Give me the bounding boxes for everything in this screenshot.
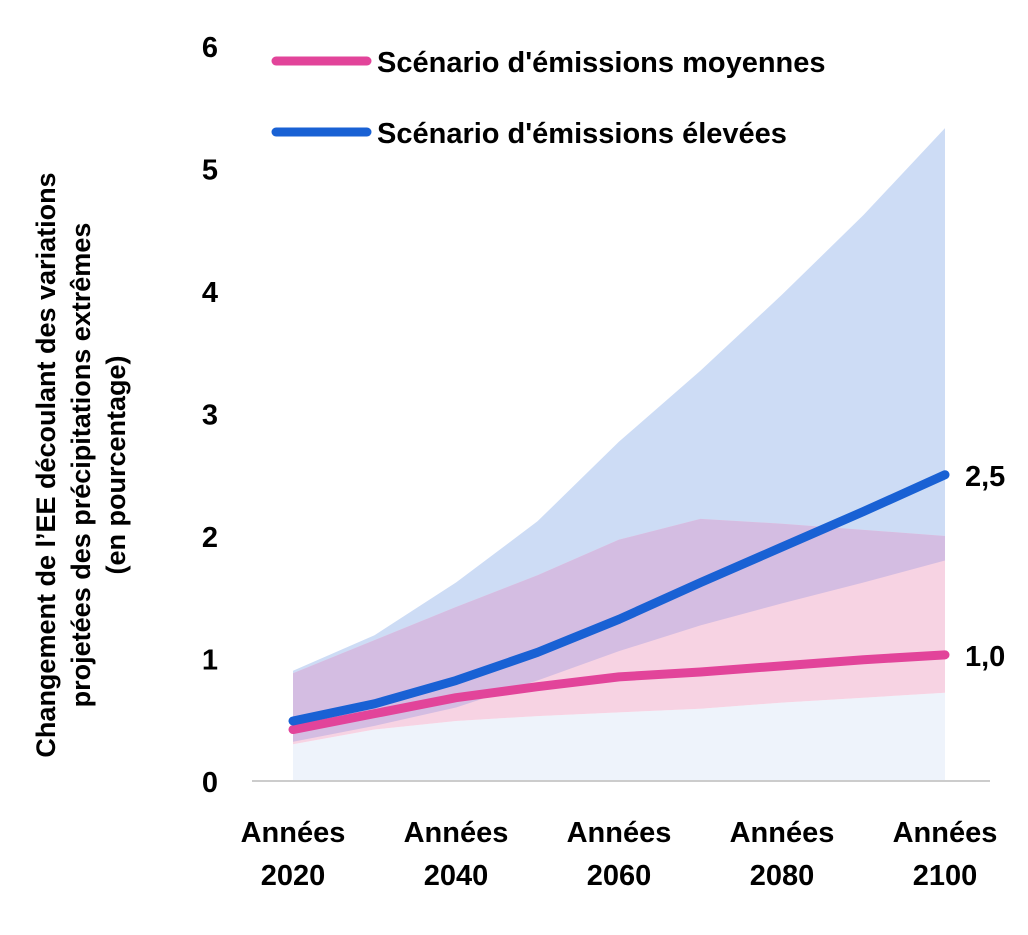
y-ticks: 0 1 2 3 4 5 6 — [202, 32, 218, 799]
legend: Scénario d'émissions moyennes Scénario d… — [271, 47, 826, 150]
series-lines — [288, 470, 950, 735]
band-overlap — [293, 518, 945, 742]
end-labels: 1,0 2,5 — [965, 461, 1005, 673]
x-tick-label: Années — [567, 817, 672, 849]
x-tick-label: 2100 — [913, 860, 978, 892]
x-tick-label: 2040 — [424, 860, 489, 892]
band-base — [293, 692, 945, 781]
x-tick-label: Années — [730, 817, 835, 849]
y-axis-label: Changement de l’EE découlant des variati… — [31, 172, 131, 757]
y-axis-label-line-2: projetées des précipitations extrêmes — [66, 223, 96, 708]
legend-label-high: Scénario d'émissions élevées — [377, 118, 787, 150]
line-medium-emissions — [288, 650, 950, 735]
end-label-high: 2,5 — [965, 461, 1005, 493]
y-axis-label-line-1: Changement de l’EE découlant des variati… — [31, 172, 61, 757]
x-tick-label: 2020 — [261, 860, 326, 892]
y-axis-label-line-3: (en pourcentage) — [101, 355, 131, 574]
x-tick-label: 2080 — [750, 860, 815, 892]
x-ticks: Années 2020 Années 2040 Années 2060 Années 2080… — [241, 817, 998, 892]
line-high-emissions — [288, 470, 950, 726]
x-tick-label: Années — [893, 817, 998, 849]
x-tick-label: Années — [241, 817, 346, 849]
y-tick-label: 5 — [202, 155, 218, 187]
legend-label-medium: Scénario d'émissions moyennes — [377, 47, 826, 79]
y-tick-label: 0 — [202, 767, 218, 799]
y-tick-label: 2 — [202, 522, 218, 554]
y-tick-label: 3 — [202, 400, 218, 432]
y-tick-label: 1 — [202, 645, 218, 677]
x-tick-label: 2060 — [587, 860, 652, 892]
end-label-medium: 1,0 — [965, 641, 1005, 673]
x-tick-label: Années — [404, 817, 509, 849]
y-tick-label: 6 — [202, 32, 218, 64]
plot-bands — [293, 128, 945, 781]
y-tick-label: 4 — [202, 277, 218, 309]
